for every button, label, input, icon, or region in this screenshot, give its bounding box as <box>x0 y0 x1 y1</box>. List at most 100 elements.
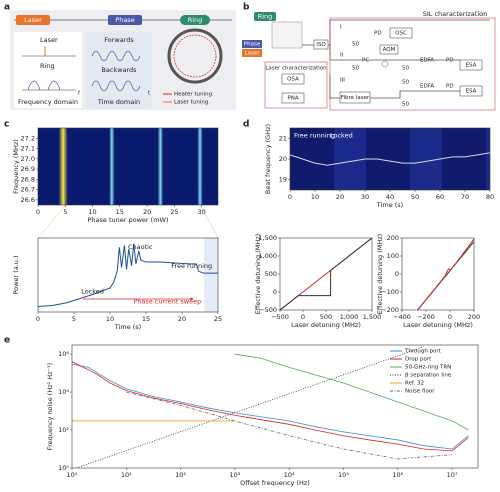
x-tick-label: 30 <box>197 208 205 216</box>
x-tick-label: 60 <box>436 193 444 201</box>
series-line <box>290 152 490 166</box>
legend-label: β separation line <box>405 373 452 379</box>
x-tick-label: 40 <box>386 193 394 201</box>
annotation: Chaotic <box>128 243 153 251</box>
x-tick-label: 500 <box>320 313 332 321</box>
y-tick-label: 26.6 <box>21 196 35 204</box>
device <box>313 39 329 50</box>
legend-label: Ref. 32 <box>405 381 424 387</box>
x-tick-label: 10¹ <box>121 471 132 479</box>
shade <box>204 238 218 312</box>
legend-label: Heater tuning <box>174 92 212 98</box>
path-label: II <box>340 53 344 59</box>
x-tick-label: 0 <box>36 208 40 216</box>
heatmap-bg <box>38 128 218 205</box>
heatmap-stripe <box>58 128 68 205</box>
chip-label: Laser <box>245 51 261 57</box>
device <box>379 44 399 55</box>
x-tick-label: −500 <box>271 313 289 321</box>
y-tick-label: 10⁴ <box>58 388 69 396</box>
chart: −500 0 500 1,000 1,500−50005001,0001,500Lase… <box>254 234 381 329</box>
x-tick-label: 30 <box>361 193 369 201</box>
x-tick-label: 70 <box>461 193 469 201</box>
plot-frame <box>37 237 219 313</box>
y-tick-label: 1,000 <box>258 252 277 260</box>
axis-label: f <box>78 91 81 97</box>
coupler: 50 <box>352 66 359 72</box>
device-label: EDFA <box>420 58 434 64</box>
x-tick-label: 1,500 <box>363 313 382 321</box>
y-axis-label: Beat frequency (GHz) <box>264 124 272 194</box>
x-tick-label: 5 <box>72 315 76 323</box>
heatmap-block <box>442 128 486 190</box>
label: SIL characterization <box>423 10 488 18</box>
y-tick-label: 19 <box>279 176 287 184</box>
device-label: OSC <box>395 31 407 37</box>
series-line <box>126 391 453 460</box>
y-tick-label: 26.9 <box>21 165 35 173</box>
panel-label: a <box>4 3 10 13</box>
x-tick-label: 15 <box>116 208 124 216</box>
y-axis-label: Frequency noise (Hz² Hz⁻¹) <box>46 363 54 450</box>
series-line <box>38 243 218 307</box>
panel-label: e <box>4 336 10 346</box>
legend-label: Laser tuning <box>174 100 208 106</box>
x-tick-label: 20 <box>336 193 344 201</box>
wave <box>91 80 141 92</box>
x-tick-label: −400 <box>393 313 411 321</box>
y-tick-label: 0 <box>395 270 399 278</box>
y-tick-label: 500 <box>265 270 277 278</box>
y-tick-label: 27.1 <box>21 145 35 153</box>
heatmap-stripe <box>197 128 203 205</box>
device-label: ESA <box>466 89 477 95</box>
device-label: PD <box>446 84 454 90</box>
legend-label: Through port <box>404 349 442 355</box>
y-tick-label: −200 <box>381 306 399 314</box>
sub-box <box>86 32 152 108</box>
device-label: EDFA <box>420 84 434 90</box>
ring-resonance <box>27 80 61 91</box>
x-axis-label: Time (s) <box>376 201 403 209</box>
legend-label: Drop port <box>405 357 432 363</box>
y-tick-label: 1,500 <box>258 234 277 242</box>
x-tick-label: 50 <box>411 193 419 201</box>
y-tick-label: 27.2 <box>21 134 35 142</box>
series-line <box>76 346 424 468</box>
heater <box>173 34 217 78</box>
chart: 0 5 10 15 20 25 Time (s) Power (a.u.) Locked Chao… <box>12 237 222 331</box>
plot-frame <box>37 127 219 206</box>
x-tick-label: 10⁴ <box>284 471 295 479</box>
chip-label: Ring <box>188 16 203 24</box>
panel-labels: a b c d e <box>4 3 250 346</box>
y-tick-label: 21 <box>279 134 287 142</box>
frame <box>264 61 328 109</box>
device <box>281 92 305 104</box>
y-tick-label: −500 <box>259 306 277 314</box>
x-tick-label: 10 <box>311 193 319 201</box>
annotation: Locked <box>81 287 104 295</box>
y-axis-label: Power (a.u.) <box>12 255 20 294</box>
x-axis-label: Phase tuner power (mW) <box>88 216 169 224</box>
legend-label: 50-GHz-ring TRN <box>405 365 451 371</box>
y-tick-label: 26.7 <box>21 186 35 194</box>
annotation: Phase current sweep <box>133 298 201 306</box>
x-tick-label: 10⁰ <box>67 471 78 479</box>
path-label: I <box>340 25 342 31</box>
device <box>459 59 483 71</box>
device-label: ISO <box>316 42 326 48</box>
device-label: PNA <box>287 96 298 102</box>
label: Forwards <box>104 36 134 44</box>
chart: 0 10 20 30 40 50 60 70 80 19 20 21 Time (s) Beat freq… <box>264 124 494 209</box>
x-tick-label: 10⁶ <box>392 471 403 479</box>
ring <box>167 28 223 84</box>
y-axis-label: Effective detuning (MHz) <box>376 234 384 314</box>
coupler: 50 <box>402 80 409 86</box>
panel-label: d <box>243 120 249 130</box>
label: Laser <box>40 36 58 44</box>
x-tick-label: −200 <box>417 313 435 321</box>
heatmap-stripe <box>157 128 164 205</box>
y-tick-label: 100 <box>387 252 399 260</box>
x-tick-label: 20 <box>143 208 151 216</box>
chip <box>254 12 276 21</box>
x-axis-label: Laser detuning (MHz) <box>403 321 473 329</box>
